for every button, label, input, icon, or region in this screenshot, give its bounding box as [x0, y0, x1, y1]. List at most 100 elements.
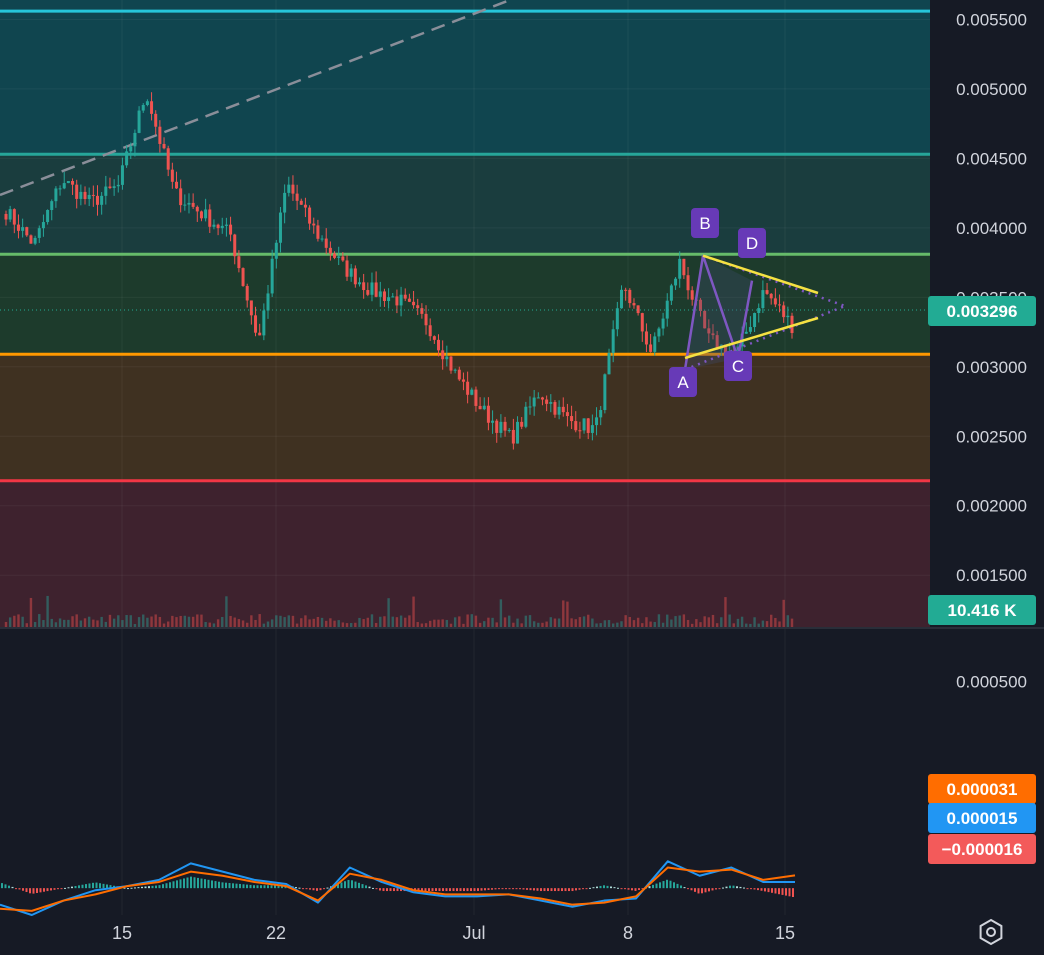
volume-bar [666, 614, 669, 627]
candle-body [516, 421, 520, 444]
volume-bar [458, 616, 461, 627]
candle-body [632, 303, 636, 306]
volume-bar [175, 617, 178, 627]
histogram-bar [8, 885, 10, 889]
histogram-bar [725, 886, 728, 889]
histogram-bar [778, 888, 780, 895]
volume-bar [703, 616, 706, 627]
volume-bar [316, 616, 320, 627]
histogram-bar [242, 884, 245, 889]
zone-0 [0, 0, 930, 155]
volume-bar [191, 616, 195, 627]
histogram-bar [281, 885, 283, 889]
trend-line [0, 0, 511, 197]
histogram-bar [71, 886, 73, 889]
volume-bar [71, 616, 74, 627]
candle-body [482, 405, 486, 410]
volume-bar [133, 623, 137, 627]
volume-bar [129, 615, 132, 627]
candle-body [449, 356, 453, 371]
volume-bar [478, 622, 482, 627]
candle-body [95, 195, 99, 205]
histogram-bar [701, 888, 703, 894]
histogram-bar [669, 880, 672, 889]
histogram-bar [736, 886, 738, 889]
volume-bar [520, 623, 523, 627]
histogram-bar [512, 888, 514, 890]
histogram-bar [39, 888, 42, 893]
candle-body [624, 289, 628, 291]
volume-bar [690, 623, 694, 627]
histogram-bar [382, 888, 385, 892]
histogram-bar [771, 888, 773, 893]
volume-bar [287, 615, 290, 627]
volume-bar [412, 596, 415, 627]
candle-body [553, 402, 557, 415]
histogram-bar [575, 888, 577, 891]
histogram-bar [624, 888, 626, 890]
histogram-bar [743, 887, 745, 889]
candle-body [723, 344, 727, 356]
volume-bar [424, 623, 428, 627]
histogram-bar [144, 886, 147, 889]
histogram-bar [564, 888, 567, 892]
signal-value-badge-bg [928, 774, 1036, 804]
candle-body [778, 304, 782, 306]
volume-bar [674, 616, 677, 627]
candle-body [158, 126, 162, 144]
candle-body [62, 183, 66, 189]
volume-bar [42, 620, 45, 627]
time-axis[interactable]: 15 22 Jul 8 15 [112, 923, 795, 943]
candle-body [470, 389, 474, 395]
volume-bar [246, 622, 249, 627]
histogram-bar [634, 888, 637, 891]
histogram-bar [592, 887, 595, 889]
settings-icon[interactable] [979, 918, 1003, 946]
candle-body [183, 204, 187, 206]
histogram-bar [568, 888, 570, 892]
histogram-bar [417, 888, 420, 892]
candle-body [615, 308, 619, 330]
histogram-bar [638, 888, 640, 890]
volume-bar [21, 616, 24, 627]
volume-bar [399, 615, 403, 627]
candle-body [333, 253, 337, 258]
candle-body [170, 169, 174, 182]
price-tick-label: 0.004000 [956, 219, 1027, 238]
point-label-C: C [732, 357, 744, 376]
histogram-bar [344, 881, 346, 889]
histogram-bar [393, 888, 395, 892]
histogram-bar [379, 888, 381, 891]
candle-body [661, 318, 665, 329]
candle-body [586, 418, 590, 433]
volume-bar [225, 596, 228, 627]
candle-body [619, 289, 623, 309]
candle-body [707, 328, 711, 334]
macd-histogram [1, 876, 794, 898]
volume-bar [63, 619, 66, 627]
volume-bar [83, 618, 87, 627]
zone-1 [0, 154, 930, 255]
candle-body [590, 425, 594, 433]
candle-body [428, 325, 432, 337]
histogram-bar [617, 887, 619, 889]
histogram-bar [1, 883, 3, 889]
histogram-bar [239, 883, 241, 889]
histogram-bar [666, 879, 668, 889]
volume-bar [437, 619, 440, 627]
volume-bar [341, 622, 345, 627]
candle-body [137, 110, 141, 133]
price-axis[interactable]: 0.0055000.0050000.0045000.0040000.003500… [956, 10, 1027, 691]
volume-bar [765, 621, 769, 627]
candle-body [345, 260, 349, 277]
volume-bar [528, 615, 532, 627]
histogram-bar [452, 888, 455, 892]
candle-body [116, 184, 120, 187]
candle-body [370, 282, 374, 295]
pattern-dotted-bottom [684, 304, 846, 371]
volume-bar [96, 620, 99, 627]
volume-bar [291, 615, 295, 627]
candle-body [540, 397, 544, 400]
histogram-bar [767, 888, 770, 893]
